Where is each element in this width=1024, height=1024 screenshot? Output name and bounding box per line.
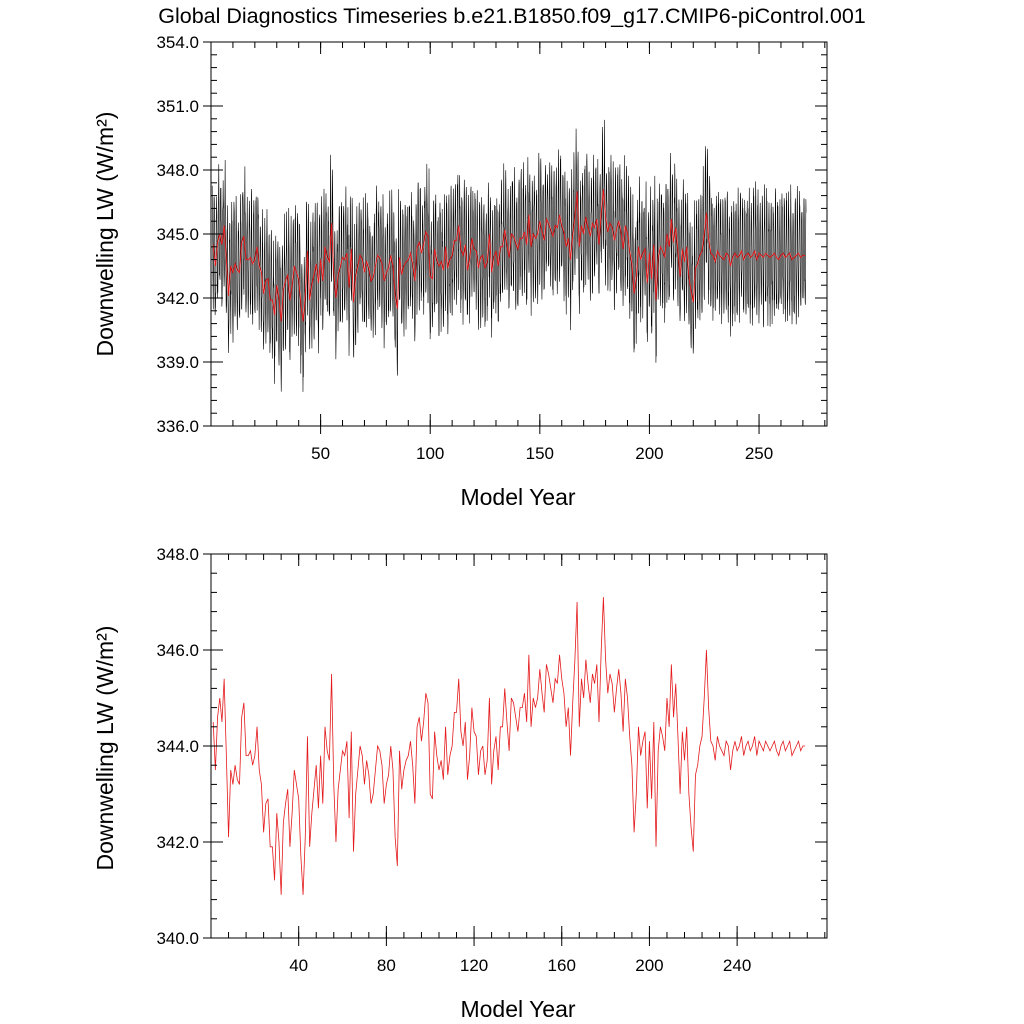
y-tick-label: 348.0 bbox=[156, 545, 199, 564]
bottom-panel: 340.0 342.0 344.0 346.0 348.0 40 80 120 160 200 24… bbox=[92, 545, 828, 1022]
y-tick-label: 345.0 bbox=[156, 225, 199, 244]
top-y-axis-label: Downwelling LW (W/m²) bbox=[92, 112, 118, 357]
x-tick-label: 80 bbox=[377, 956, 396, 975]
y-tick-label: 342.0 bbox=[156, 289, 199, 308]
bottom-tick-labels: 340.0 342.0 344.0 346.0 348.0 40 80 120 160 200 24… bbox=[156, 545, 751, 975]
top-panel: 336.0 339.0 342.0 345.0 348.0 351.0 354.0 50 100… bbox=[92, 33, 828, 510]
bottom-x-axis-label: Model Year bbox=[460, 996, 575, 1022]
annual-series-line bbox=[212, 189, 806, 322]
annual-series bbox=[212, 189, 806, 322]
y-tick-label: 339.0 bbox=[156, 353, 199, 372]
x-tick-label: 160 bbox=[548, 956, 576, 975]
bottom-axis-ticks bbox=[203, 553, 827, 946]
y-tick-label: 346.0 bbox=[156, 641, 199, 660]
top-x-axis-label: Model Year bbox=[460, 484, 575, 510]
x-tick-label: 100 bbox=[416, 444, 444, 463]
x-tick-label: 250 bbox=[745, 444, 773, 463]
monthly-series-line bbox=[211, 119, 807, 392]
x-tick-label: 40 bbox=[289, 956, 308, 975]
bottom-y-axis-label: Downwelling LW (W/m²) bbox=[92, 626, 118, 871]
x-tick-label: 150 bbox=[526, 444, 554, 463]
top-axis-ticks bbox=[203, 41, 827, 434]
x-tick-label: 240 bbox=[723, 956, 751, 975]
y-tick-label: 344.0 bbox=[156, 737, 199, 756]
x-tick-label: 200 bbox=[635, 444, 663, 463]
annual-series bbox=[212, 597, 806, 895]
chart-title: Global Diagnostics Timeseries b.e21.B185… bbox=[158, 4, 866, 28]
y-tick-label: 342.0 bbox=[156, 833, 199, 852]
x-tick-label: 50 bbox=[311, 444, 330, 463]
y-tick-label: 336.0 bbox=[156, 417, 199, 436]
y-tick-label: 340.0 bbox=[156, 929, 199, 948]
x-tick-label: 200 bbox=[635, 956, 663, 975]
annual-series-line bbox=[212, 597, 806, 895]
monthly-series bbox=[211, 119, 807, 392]
y-tick-label: 351.0 bbox=[156, 97, 199, 116]
y-tick-label: 348.0 bbox=[156, 161, 199, 180]
top-tick-labels: 336.0 339.0 342.0 345.0 348.0 351.0 354.0 50 100… bbox=[156, 33, 773, 463]
x-tick-label: 120 bbox=[460, 956, 488, 975]
y-tick-label: 354.0 bbox=[156, 33, 199, 52]
